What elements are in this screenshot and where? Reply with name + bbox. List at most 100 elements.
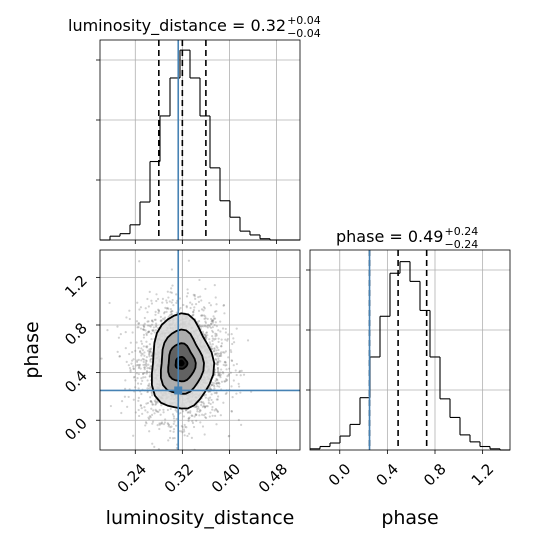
sample-point [167, 296, 170, 299]
sample-point [138, 351, 142, 354]
sample-point [211, 319, 214, 322]
sample-point [213, 409, 216, 412]
sample-point [169, 407, 172, 411]
sample-point [147, 305, 150, 308]
sample-point [200, 314, 203, 317]
sample-point [150, 347, 153, 350]
sample-point [237, 382, 240, 385]
sample-point [156, 401, 159, 404]
sample-point [191, 414, 194, 418]
sample-point [146, 297, 149, 301]
sample-point [219, 353, 223, 356]
sample-point [202, 414, 206, 417]
sample-point [150, 394, 154, 397]
sample-point [181, 425, 184, 429]
sample-point [215, 381, 218, 385]
sample-point [127, 364, 130, 367]
sample-point [223, 361, 226, 364]
sample-point [149, 325, 152, 328]
sample-point [124, 331, 127, 334]
sample-point [230, 410, 233, 413]
sample-point [240, 369, 243, 372]
sample-point [215, 349, 218, 352]
sample-point [163, 421, 167, 424]
sample-point [140, 342, 144, 345]
sample-point [219, 371, 222, 374]
sample-point [183, 434, 186, 437]
sample-point [237, 385, 241, 388]
sample-point [216, 382, 219, 385]
sample-point [210, 384, 213, 387]
sample-point [149, 365, 152, 368]
sample-point [141, 349, 144, 352]
sample-point [213, 310, 217, 313]
sample-point [217, 374, 220, 377]
sample-point [145, 332, 148, 335]
sample-point [224, 331, 227, 334]
sample-point [151, 320, 155, 323]
sample-point [164, 306, 167, 309]
sample-point [164, 418, 167, 421]
sample-point [165, 307, 168, 310]
sample-point [192, 310, 195, 314]
sample-point [147, 416, 150, 419]
sample-point [139, 350, 142, 353]
title-luminosity-distance: luminosity_distance = 0.32 [68, 16, 286, 36]
sample-point [192, 308, 196, 312]
sample-point [138, 363, 142, 366]
sample-point [140, 392, 143, 396]
sample-point [211, 347, 214, 350]
sample-point [216, 362, 219, 365]
sample-point [147, 320, 150, 323]
sample-point [145, 372, 148, 375]
sample-point [131, 331, 134, 334]
sample-point [213, 338, 216, 341]
sample-point [216, 366, 220, 370]
sample-point [215, 334, 218, 337]
sample-point [206, 325, 209, 328]
sample-point [202, 401, 205, 404]
sample-point [217, 337, 220, 340]
sample-point [214, 296, 217, 299]
sample-point [225, 363, 228, 367]
sample-point [208, 396, 212, 399]
sample-point [136, 377, 139, 380]
sample-point [205, 336, 208, 339]
sample-point [161, 301, 164, 304]
sample-point [144, 424, 147, 427]
sample-point [153, 412, 156, 415]
sample-point [208, 338, 211, 341]
sample-point [185, 295, 189, 298]
sample-point [196, 410, 199, 413]
sample-point [216, 361, 219, 364]
sample-point [212, 315, 215, 318]
sample-point [214, 321, 217, 324]
sample-point [134, 379, 137, 382]
sample-point [215, 378, 219, 381]
sample-point [137, 322, 141, 325]
sample-point [222, 304, 226, 307]
sample-point [232, 364, 235, 367]
sample-point [155, 293, 158, 296]
sample-point [157, 311, 160, 315]
sample-point [132, 367, 135, 371]
sample-point [189, 301, 192, 304]
sample-point [211, 383, 214, 386]
title-phase-plus: +0.24 [444, 225, 478, 238]
sample-point [227, 374, 230, 377]
sample-point [142, 372, 145, 375]
sample-point [149, 400, 153, 403]
sample-point [204, 333, 207, 336]
sample-point [161, 297, 165, 300]
sample-point [179, 430, 183, 433]
sample-point [186, 434, 189, 438]
sample-point [194, 413, 198, 417]
joint-frame [99, 249, 301, 451]
sample-point [206, 317, 209, 320]
sample-point [169, 429, 172, 433]
sample-point [217, 374, 221, 377]
sample-point [148, 290, 151, 293]
sample-point [211, 401, 215, 404]
sample-point [210, 317, 213, 321]
sample-point [155, 409, 158, 413]
